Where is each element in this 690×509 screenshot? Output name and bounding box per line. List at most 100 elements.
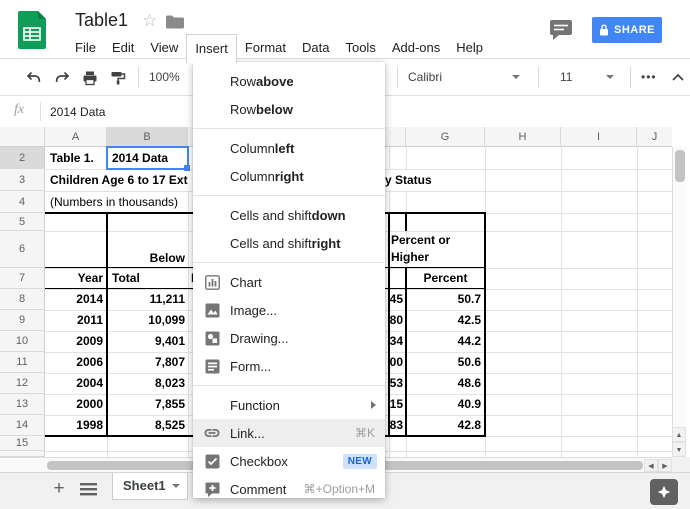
menu-item-cells-shift-down[interactable]: Cells and shift down xyxy=(230,207,346,223)
cell-f13[interactable]: 15 xyxy=(389,397,403,411)
row-header-7[interactable]: 7 xyxy=(0,268,45,289)
sheet-tab-sheet1[interactable]: Sheet1 xyxy=(112,473,188,500)
cell-a9[interactable]: 2011 xyxy=(76,313,103,327)
cell-g13[interactable]: 40.9 xyxy=(457,397,481,411)
paint-format-icon[interactable] xyxy=(108,68,128,88)
cell-f12[interactable]: 53 xyxy=(389,376,403,390)
row-header-5[interactable]: 5 xyxy=(0,213,45,231)
star-icon[interactable]: ☆ xyxy=(142,11,158,30)
row-header-9[interactable]: 9 xyxy=(0,310,45,331)
cell-g9[interactable]: 42.5 xyxy=(457,313,481,327)
menu-addons[interactable]: Add-ons xyxy=(391,40,441,55)
scroll-up-icon[interactable]: ▲ xyxy=(673,427,686,442)
menu-item-comment[interactable]: Comment ⌘+Option+M xyxy=(193,475,385,503)
share-button[interactable]: SHARE xyxy=(592,17,662,43)
comment-history-icon[interactable] xyxy=(549,19,573,46)
menu-item-image[interactable]: Image... xyxy=(193,296,385,324)
active-cell-selection[interactable] xyxy=(106,146,189,170)
zoom-select[interactable]: 100% xyxy=(149,70,180,84)
row-header-8[interactable]: 8 xyxy=(0,289,45,310)
cell-a7[interactable]: Year xyxy=(77,271,103,285)
cell-f10[interactable]: 34 xyxy=(389,334,403,348)
print-icon[interactable] xyxy=(80,68,100,88)
grid-corner[interactable] xyxy=(0,127,45,147)
column-header-b[interactable]: B xyxy=(107,127,188,147)
cell-b14[interactable]: 8,525 xyxy=(154,418,185,432)
cell-g11[interactable]: 50.6 xyxy=(457,355,481,369)
row-header-3[interactable]: 3 xyxy=(0,169,45,191)
cell-a11[interactable]: 2006 xyxy=(76,355,103,369)
undo-icon[interactable] xyxy=(24,68,44,88)
menu-help[interactable]: Help xyxy=(456,40,483,55)
menu-item-row-below[interactable]: Row below xyxy=(230,101,293,117)
menu-item-row-above[interactable]: Row above xyxy=(230,73,294,89)
cell-g7[interactable]: Percent xyxy=(423,271,468,285)
sheets-logo-icon[interactable] xyxy=(17,11,47,54)
cell-f8[interactable]: 45 xyxy=(389,292,403,306)
explore-button[interactable] xyxy=(650,479,678,505)
row-header-2[interactable]: 2 xyxy=(0,147,45,169)
cell-b10[interactable]: 9,401 xyxy=(154,334,185,348)
cell-b11[interactable]: 7,807 xyxy=(154,355,185,369)
cell-a8[interactable]: 2014 xyxy=(76,292,103,306)
menu-format[interactable]: Format xyxy=(244,40,286,55)
all-sheets-icon[interactable] xyxy=(80,483,97,501)
row-header-4[interactable]: 4 xyxy=(0,191,45,213)
cell-f11[interactable]: 00 xyxy=(389,355,403,369)
menu-edit[interactable]: Edit xyxy=(111,40,135,55)
fill-handle[interactable] xyxy=(184,165,190,171)
vertical-scrollbar[interactable]: ▲ ▼ xyxy=(672,147,686,457)
cell-a3-overflow[interactable]: y Status xyxy=(385,170,436,190)
scroll-left-icon[interactable]: ◀ xyxy=(644,459,658,472)
menu-item-column-left[interactable]: Column left xyxy=(230,140,295,156)
cell-f14[interactable]: 83 xyxy=(389,418,403,432)
cell-g10[interactable]: 44.2 xyxy=(457,334,481,348)
cell-g8[interactable]: 50.7 xyxy=(457,292,481,306)
row-header-10[interactable]: 10 xyxy=(0,331,45,352)
menu-item-form[interactable]: Form... xyxy=(193,352,385,380)
add-sheet-button[interactable]: + xyxy=(53,478,65,499)
menu-item-column-right[interactable]: Column right xyxy=(230,168,304,184)
scroll-right-icon[interactable]: ▶ xyxy=(658,459,672,472)
menu-item-drawing[interactable]: Drawing... xyxy=(193,324,385,352)
cell-b12[interactable]: 8,023 xyxy=(154,376,185,390)
row-header-6[interactable]: 6 xyxy=(0,231,45,268)
cell-b7[interactable]: Total xyxy=(112,271,140,285)
menu-item-chart[interactable]: Chart xyxy=(193,268,385,296)
menu-insert[interactable]: Insert xyxy=(186,34,237,63)
column-header-h[interactable]: H xyxy=(485,127,561,147)
row-header-partial[interactable] xyxy=(0,451,45,457)
row-header-11[interactable]: 11 xyxy=(0,352,45,373)
cell-g12[interactable]: 48.6 xyxy=(457,376,481,390)
cell-b9[interactable]: 10,099 xyxy=(148,313,185,327)
row-header-14[interactable]: 14 xyxy=(0,415,45,436)
cell-b6[interactable]: Below xyxy=(149,251,185,265)
cell-b2-selected[interactable]: 2014 Data xyxy=(112,151,169,165)
menu-tools[interactable]: Tools xyxy=(345,40,376,55)
redo-icon[interactable] xyxy=(52,68,72,88)
cell-a3[interactable]: Children Age 6 to 17 Ext xyxy=(50,170,192,190)
cell-a12[interactable]: 2004 xyxy=(76,376,103,390)
row-header-15[interactable]: 15 xyxy=(0,436,45,451)
menu-file[interactable]: File xyxy=(75,40,96,55)
menu-data[interactable]: Data xyxy=(302,40,330,55)
cell-a2[interactable]: Table 1. xyxy=(50,151,94,165)
row-header-12[interactable]: 12 xyxy=(0,373,45,394)
cell-b13[interactable]: 7,855 xyxy=(154,397,185,411)
more-toolbar-button[interactable]: ••• xyxy=(641,70,657,84)
cell-a14[interactable]: 1998 xyxy=(76,418,103,432)
menu-item-cells-shift-right[interactable]: Cells and shift right xyxy=(230,235,341,251)
formula-input[interactable]: 2014 Data xyxy=(50,105,106,119)
column-header-g[interactable]: G xyxy=(406,127,485,147)
cell-f6[interactable]: Percent or Higher xyxy=(391,233,451,264)
menu-view[interactable]: View xyxy=(150,40,179,55)
font-name-select[interactable]: Calibri xyxy=(408,70,443,84)
move-folder-icon[interactable] xyxy=(166,15,184,34)
cell-f9[interactable]: 80 xyxy=(389,313,403,327)
cell-g14[interactable]: 42.8 xyxy=(457,418,481,432)
menu-item-link[interactable]: Link... ⌘K xyxy=(193,419,385,447)
scroll-down-icon[interactable]: ▼ xyxy=(673,442,686,457)
column-header-a[interactable]: A xyxy=(45,127,107,147)
row-header-13[interactable]: 13 xyxy=(0,394,45,415)
menu-item-function[interactable]: Function xyxy=(193,391,385,419)
